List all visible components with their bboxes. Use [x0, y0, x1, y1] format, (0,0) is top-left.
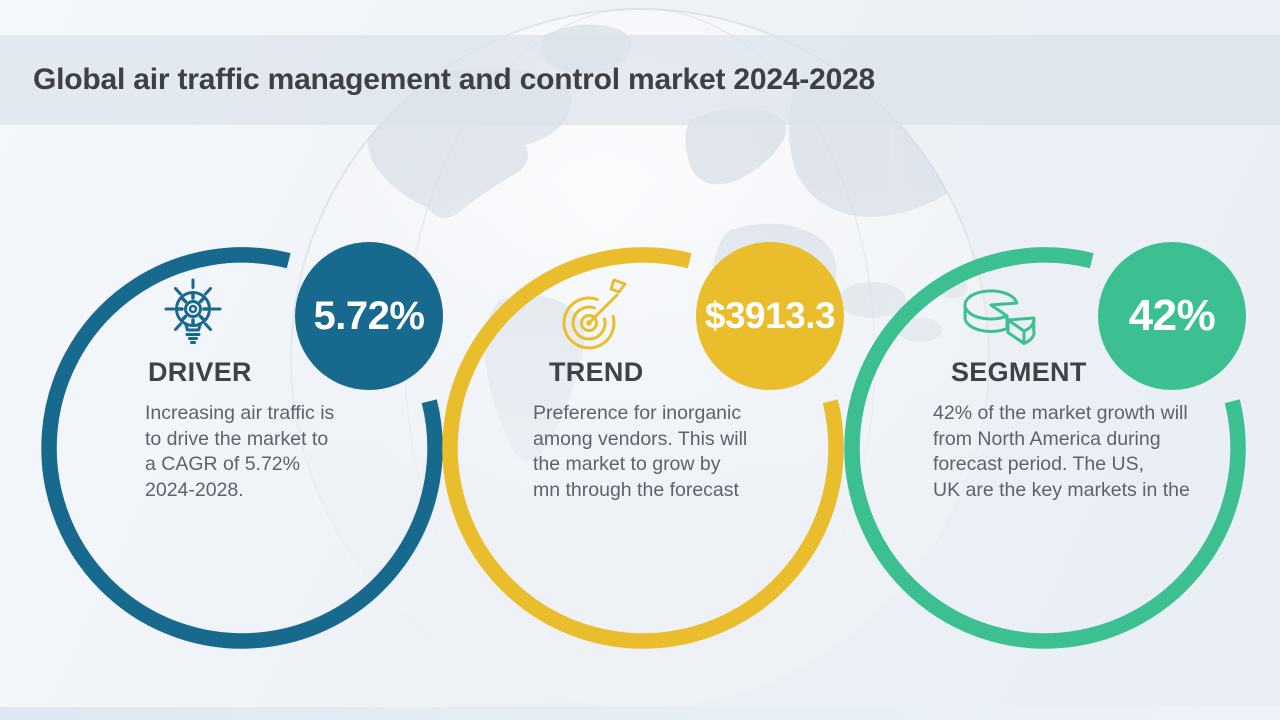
insight-card-segment: 42% SEGMENT 42% of the market growth wil… [830, 233, 1260, 673]
driver-ring [41, 247, 443, 649]
stat-value: $3913.3 [704, 295, 836, 336]
stat-value: 42% [1128, 291, 1216, 340]
stat-badge: 5.72% [295, 242, 443, 390]
stat-badge: 42% [1098, 242, 1246, 390]
target-dart-icon [549, 275, 639, 360]
card-description: Preference for inorganic among vendors. … [533, 402, 748, 501]
trend-ring [442, 247, 844, 649]
insight-card-driver: 5.72% DRIVER Increasing air traffic is t… [27, 233, 457, 673]
card-description: Increasing air traffic is to drive the m… [145, 402, 335, 501]
header-band: Global air traffic management and contro… [0, 35, 1280, 125]
stat-badge: $3913.3 [696, 242, 844, 390]
card-description: 42% of the market growth will from North… [933, 402, 1190, 501]
page-title: Global air traffic management and contro… [33, 63, 876, 96]
bottom-accent-strip [0, 707, 1280, 720]
card-title: SEGMENT [951, 357, 1087, 387]
card-title: TREND [549, 357, 644, 387]
card-title: DRIVER [148, 357, 252, 387]
pie-chart-icon [951, 275, 1041, 360]
lightbulb-gear-icon [148, 275, 238, 360]
segment-ring [844, 247, 1246, 649]
stat-value: 5.72% [313, 293, 425, 338]
insight-card-trend: $3913.3 TREND Preference for inorganic a… [428, 233, 858, 673]
